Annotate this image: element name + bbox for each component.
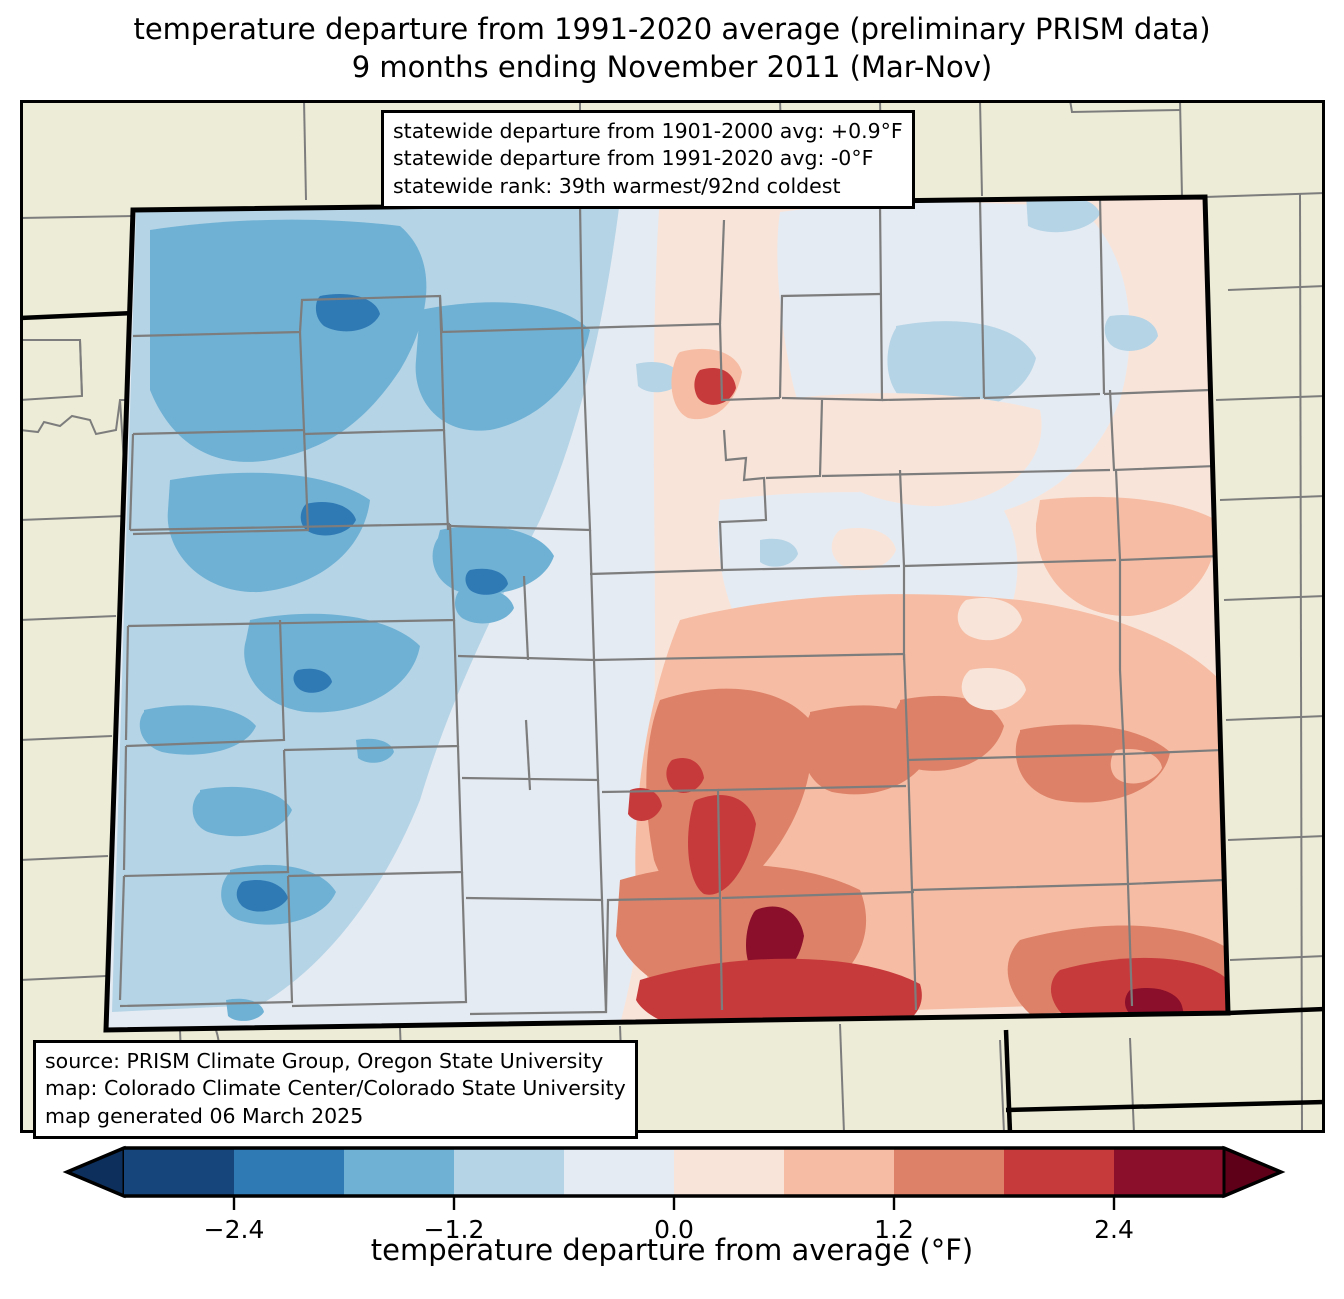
colorbar-tick-label-1: −1.2: [424, 1215, 485, 1244]
anomaly-raster: [106, 197, 1228, 1030]
source-line-2: map: Colorado Climate Center/Colorado St…: [45, 1076, 626, 1101]
colorbar-band-8: [1004, 1148, 1115, 1196]
source-attribution-box: source: PRISM Climate Group, Oregon Stat…: [33, 1040, 638, 1140]
colorbar-band-7: [894, 1148, 1005, 1196]
band--1.8to-1.2-j: [455, 588, 514, 624]
band-ne-cool: [887, 321, 1036, 414]
colorbar-extend-under: [63, 1145, 126, 1199]
stats-line-2: statewide departure from 1991-2020 avg: …: [393, 146, 874, 171]
map-panel: [20, 100, 1325, 1133]
band--2.4to-1.8-a: [315, 294, 380, 332]
cool-pocket-a: [356, 738, 394, 763]
band-2.4to3.0-a: [688, 794, 756, 895]
map-frame: [20, 100, 1325, 1133]
band-2.4to3.0-nc: [694, 368, 736, 405]
colorbar-band-5: [674, 1148, 785, 1196]
title-line-1: temperature departure from 1991-2020 ave…: [133, 12, 1211, 46]
band-2.4to3.0-d: [666, 758, 704, 793]
colorbar-outline: [62, 1146, 1286, 1198]
map-background: [20, 100, 1325, 1133]
colorbar-bands: [62, 1145, 1286, 1199]
band--1.8to-1.2-a: [150, 219, 427, 462]
neighbor-state-lines: [20, 310, 1325, 1133]
band--2.4to-1.8-c: [236, 879, 288, 912]
colorado-county-lines: [118, 197, 1225, 1016]
colorbar-tick-label-3: 1.2: [874, 1215, 914, 1244]
statewide-stats-box: statewide departure from 1901-2000 avg: …: [381, 110, 915, 210]
colorbar-panel: −2.4 −1.2 0.0 1.2 2.4 temperature departure …: [0, 1140, 1344, 1299]
stats-line-3: statewide rank: 39th warmest/92nd coldes…: [393, 173, 841, 198]
colorbar-band-2: [344, 1148, 455, 1196]
colorbar-tick-label-0: −2.4: [204, 1215, 265, 1244]
colorbar-svg: −2.4 −1.2 0.0 1.2 2.4 temperature departure …: [62, 1145, 1286, 1267]
band-1.2to1.8-e: [1035, 496, 1217, 617]
colorbar-tick-label-2: 0.0: [654, 1215, 694, 1244]
colorbar-band-6: [784, 1148, 895, 1196]
band-nc-cool: [636, 361, 682, 393]
band-over-3.0-c: [1125, 987, 1184, 1016]
warm-hole-a: [831, 528, 896, 571]
band-2.4to3.0-c: [1050, 957, 1228, 1018]
colorbar-band-4: [564, 1148, 675, 1196]
band--2.4to-1.8-d: [465, 568, 508, 595]
source-line-3: map generated 06 March 2025: [45, 1103, 364, 1128]
warm-hole-b: [957, 598, 1022, 641]
band--1.8to-1.2-b: [415, 302, 590, 431]
title-line-2: 9 months ending November 2011 (Mar-Nov): [351, 50, 993, 85]
warm-hole-cool: [760, 538, 798, 567]
colorbar-band-9: [1114, 1148, 1225, 1196]
band-ne-cool-d: [1026, 197, 1100, 233]
band-ne-cool-b: [1104, 314, 1158, 351]
band-1.8to2.4-c: [890, 695, 1004, 771]
band-0.6to1.2-ne: [780, 393, 1042, 507]
stats-line-1: statewide departure from 1901-2000 avg: …: [393, 119, 903, 143]
colorbar-ticks: −2.4 −1.2 0.0 1.2 2.4: [204, 1196, 1134, 1244]
colorbar-tick-label-4: 2.4: [1094, 1215, 1134, 1244]
colorbar-band-3: [454, 1148, 565, 1196]
band-2.4to3.0-e: [628, 787, 662, 821]
map-svg: [20, 100, 1325, 1133]
colorbar-band-0: [124, 1148, 235, 1196]
colorbar-axis-label: temperature departure from average (°F): [371, 1233, 973, 1267]
source-line-1: source: PRISM Climate Group, Oregon Stat…: [45, 1049, 604, 1073]
warm-hole-c: [961, 668, 1026, 711]
band-1.8to2.4-a: [646, 688, 812, 902]
figure-title: temperature departure from 1991-2020 ave…: [0, 10, 1344, 87]
band--1.8to-1.2-g: [192, 786, 292, 837]
colorbar-band-1: [234, 1148, 345, 1196]
band--2.4to-1.8-e: [293, 668, 332, 693]
colorbar-extend-over: [1222, 1145, 1285, 1199]
